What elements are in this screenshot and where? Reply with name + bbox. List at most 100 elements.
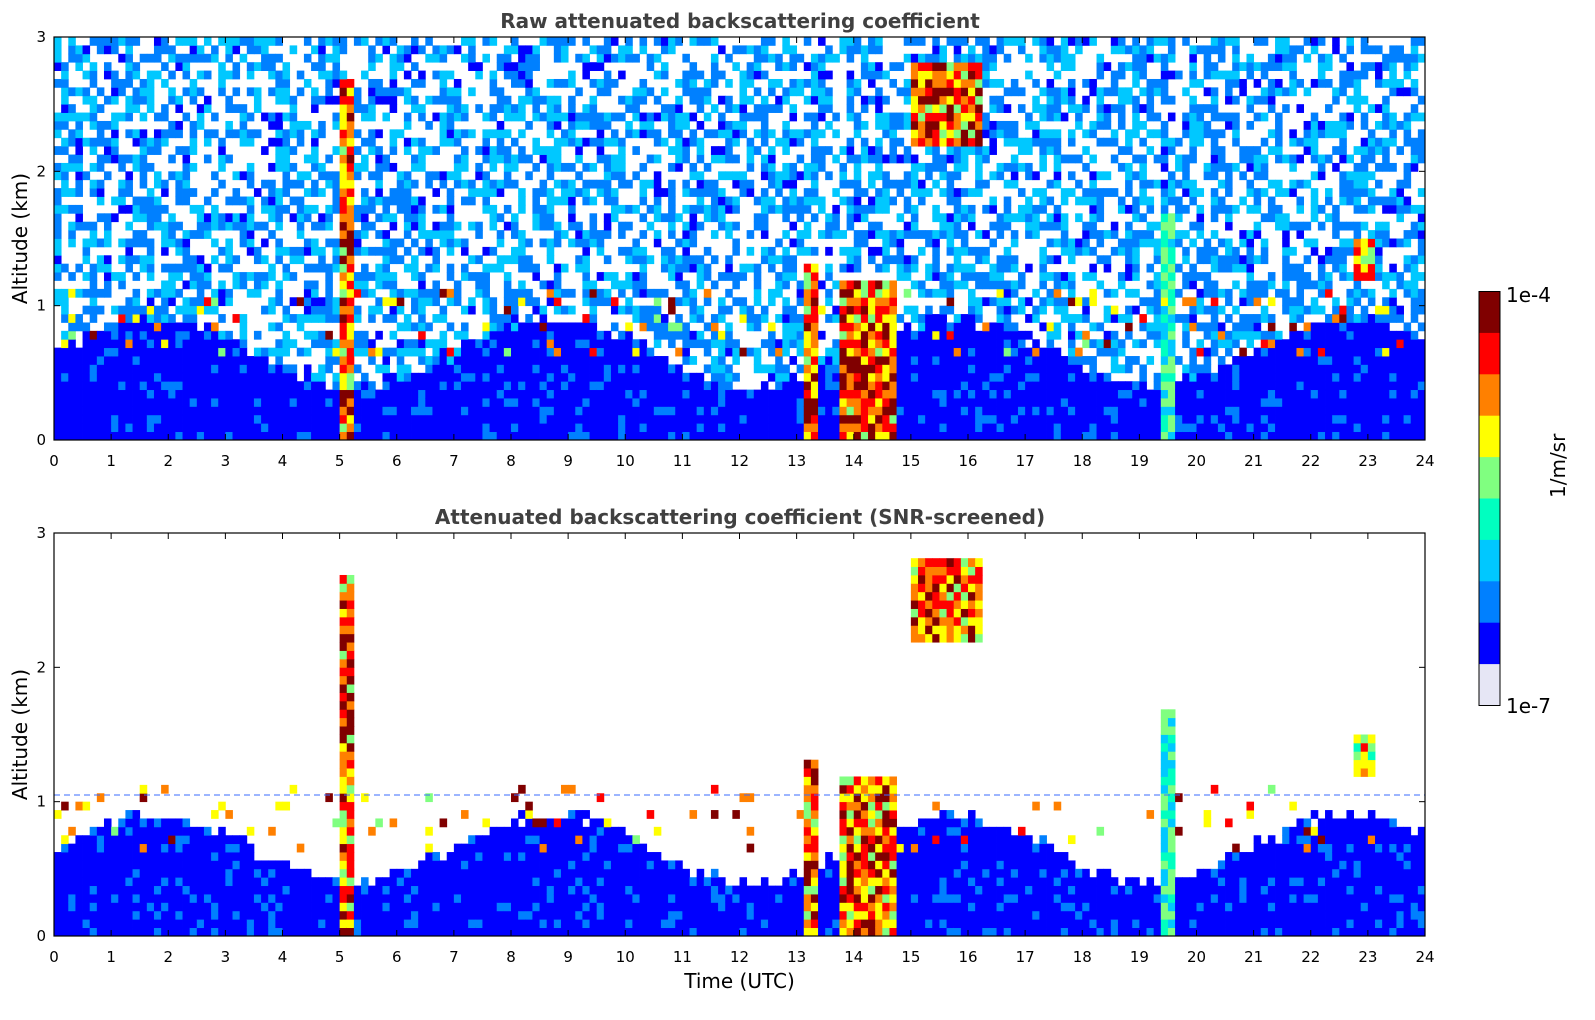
heatmap-cell: [946, 112, 955, 122]
heatmap-cell: [946, 171, 955, 181]
heatmap-cell: [818, 154, 826, 164]
heatmap-cell: [739, 70, 748, 80]
heatmap-cell: [332, 246, 341, 256]
heatmap-cell: [696, 154, 705, 164]
heatmap-cell: [411, 339, 419, 349]
heatmap-cell: [1110, 347, 1119, 357]
heatmap-cell: [461, 414, 469, 424]
heatmap-cell: [203, 230, 212, 239]
heatmap-cell: [710, 431, 719, 441]
heatmap-cell: [810, 339, 819, 349]
heatmap-cell: [389, 129, 398, 139]
heatmap-cell: [860, 238, 869, 248]
heatmap-cell: [518, 95, 526, 105]
heatmap-cell: [375, 129, 383, 139]
heatmap-cell: [725, 204, 733, 214]
heatmap-cell: [760, 188, 769, 197]
heatmap-cell: [782, 129, 790, 139]
heatmap-cell: [211, 129, 219, 139]
heatmap-cell: [896, 137, 905, 147]
heatmap-cell: [775, 414, 783, 424]
heatmap-cell: [618, 398, 626, 407]
heatmap-cell: [232, 70, 241, 80]
heatmap-cell: [853, 37, 862, 46]
heatmap-cell: [439, 381, 448, 391]
heatmap-cell: [1060, 272, 1069, 281]
heatmap-cell: [403, 188, 412, 197]
heatmap-cell: [560, 414, 569, 424]
heatmap-cell: [868, 305, 876, 315]
heatmap-cell: [1125, 87, 1133, 97]
heatmap-cell: [261, 255, 269, 265]
heatmap-cell: [768, 171, 776, 181]
heatmap-cell: [618, 347, 626, 357]
heatmap-cell: [875, 196, 883, 206]
heatmap-cell: [503, 381, 512, 391]
heatmap-cell: [803, 431, 812, 441]
heatmap-cell: [668, 45, 676, 55]
heatmap-cell: [589, 230, 598, 239]
heatmap-cell: [718, 171, 726, 181]
heatmap-cell: [1160, 230, 1169, 239]
heatmap-cell: [875, 322, 883, 332]
heatmap-cell: [860, 137, 869, 147]
heatmap-cell: [239, 238, 248, 248]
heatmap-cell: [675, 389, 683, 399]
heatmap-cell: [760, 246, 769, 256]
heatmap-cell: [1075, 179, 1083, 189]
heatmap-cell: [725, 104, 733, 113]
heatmap-cell: [1096, 112, 1105, 122]
heatmap-cell: [646, 204, 655, 214]
heatmap-cell: [860, 95, 869, 105]
heatmap-cell: [932, 238, 940, 248]
heatmap-cell: [960, 372, 969, 382]
heatmap-cell: [1160, 255, 1169, 265]
heatmap-cell: [339, 238, 348, 248]
heatmap-cell: [96, 305, 105, 315]
heatmap-cell: [539, 423, 548, 433]
heatmap-cell: [918, 95, 926, 105]
heatmap-cell: [596, 112, 605, 122]
heatmap-cell: [846, 398, 855, 407]
heatmap-cell: [1139, 431, 1147, 441]
heatmap-cell: [618, 154, 626, 164]
heatmap-cell: [953, 146, 962, 155]
heatmap-cell: [289, 406, 298, 416]
heatmap-cell: [768, 246, 776, 256]
heatmap-cell: [618, 381, 626, 391]
heatmap-cell: [211, 372, 219, 382]
heatmap-cell: [896, 120, 905, 130]
heatmap-cell: [582, 330, 590, 340]
heatmap-cell: [54, 171, 62, 181]
heatmap-cell: [396, 322, 405, 332]
heatmap-cell: [218, 356, 226, 365]
heatmap-cell: [568, 204, 576, 214]
heatmap-cell: [825, 423, 833, 433]
heatmap-cell: [296, 221, 305, 231]
heatmap-cell: [1132, 305, 1140, 315]
heatmap-cell: [361, 104, 369, 113]
heatmap-cell: [910, 381, 919, 391]
heatmap-cell: [532, 356, 540, 365]
heatmap-cell: [853, 154, 862, 164]
heatmap-cell: [275, 53, 283, 63]
heatmap-cell: [396, 364, 405, 374]
heatmap-cell: [253, 330, 262, 340]
heatmap-cell: [946, 297, 955, 307]
heatmap-cell: [146, 162, 155, 172]
heatmap-cell: [461, 146, 469, 155]
heatmap-cell: [61, 263, 69, 273]
heatmap-cell: [810, 431, 819, 441]
heatmap-cell: [182, 431, 191, 441]
heatmap-cell: [389, 70, 398, 80]
heatmap-cell: [182, 372, 191, 382]
heatmap-cell: [610, 129, 619, 139]
heatmap-cell: [403, 364, 412, 374]
heatmap-cell: [75, 171, 83, 181]
heatmap-cell: [246, 414, 255, 424]
heatmap-cell: [325, 280, 333, 290]
heatmap-cell: [232, 314, 241, 323]
heatmap-cell: [625, 414, 633, 424]
heatmap-cell: [225, 347, 233, 357]
heatmap-cell: [825, 272, 833, 281]
